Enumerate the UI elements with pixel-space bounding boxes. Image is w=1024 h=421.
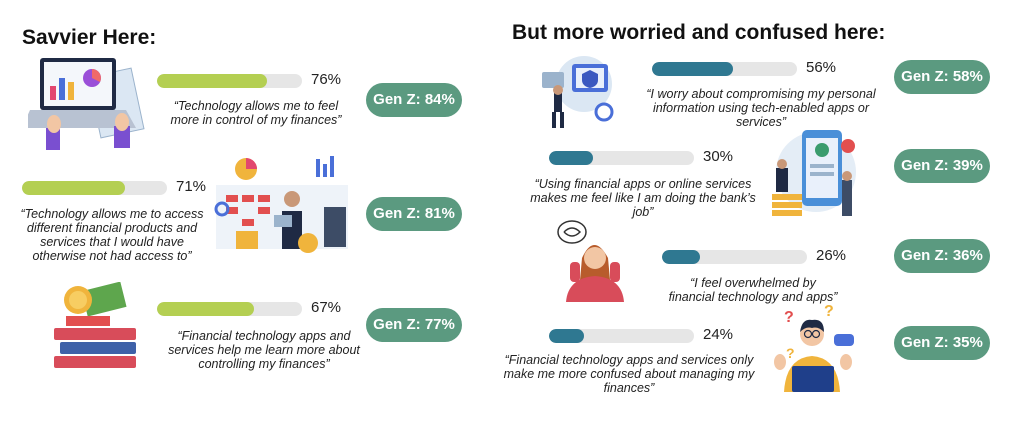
right-percent-0: 56% (806, 59, 837, 76)
laptop-illustration-icon (28, 58, 145, 150)
left-bar-track-0 (157, 74, 302, 88)
right-bar-track-2 (662, 250, 807, 264)
left-heading: Savvier Here: (22, 26, 157, 49)
left-percent-0: 76% (311, 71, 342, 88)
right-genz-badge-3: Gen Z: 35% (894, 326, 990, 360)
right-quote-0: “I worry about compromising my personal … (646, 87, 876, 129)
right-quote-2: “I feel overwhelmed by financial technol… (668, 276, 838, 304)
right-bar-track-3 (549, 329, 694, 343)
right-bar-track-1 (549, 151, 694, 165)
right-heading: But more worried and confused here: (512, 21, 886, 44)
left-quote-2: “Financial technology apps and services … (168, 329, 360, 371)
svg-text:?: ? (784, 309, 794, 326)
right-percent-1: 30% (703, 148, 734, 165)
right-bar-fill-1 (549, 151, 593, 165)
analytics-dashboard-illustration-icon (214, 156, 348, 253)
left-genz-badge-1: Gen Z: 81% (366, 197, 462, 231)
left-bar-fill-1 (22, 181, 125, 195)
right-bar-fill-2 (662, 250, 700, 264)
right-percent-2: 26% (816, 247, 847, 264)
banking-app-illustration-icon (772, 130, 856, 216)
right-quote-1: “Using financial apps or online services… (530, 177, 756, 219)
left-genz-badge-2: Gen Z: 77% (366, 308, 462, 342)
left-bar-fill-2 (157, 302, 255, 316)
left-bar-track-2 (157, 302, 302, 316)
left-bar-fill-0 (157, 74, 268, 88)
confused-man-illustration-icon: ? ? ? (774, 303, 854, 392)
left-percent-2: 67% (311, 299, 342, 316)
left-quote-0: “Technology allows me to feel more in co… (170, 99, 342, 127)
right-bar-fill-0 (652, 62, 734, 76)
right-genz-badge-1: Gen Z: 39% (894, 149, 990, 183)
overwhelmed-woman-illustration-icon (557, 220, 624, 302)
right-genz-badge-2: Gen Z: 36% (894, 239, 990, 273)
data-security-illustration-icon (542, 56, 614, 128)
left-bar-track-1 (22, 181, 167, 195)
svg-text:?: ? (824, 303, 834, 320)
right-bar-fill-3 (549, 329, 584, 343)
right-percent-3: 24% (703, 326, 734, 343)
left-percent-1: 71% (176, 178, 207, 195)
right-genz-badge-0: Gen Z: 58% (894, 60, 990, 94)
right-quote-3: “Financial technology apps and services … (503, 353, 755, 395)
books-and-money-illustration-icon (54, 282, 136, 368)
svg-text:?: ? (786, 345, 795, 361)
right-bar-track-0 (652, 62, 797, 76)
left-genz-badge-0: Gen Z: 84% (366, 83, 462, 117)
left-quote-1: “Technology allows me to access differen… (20, 207, 204, 263)
